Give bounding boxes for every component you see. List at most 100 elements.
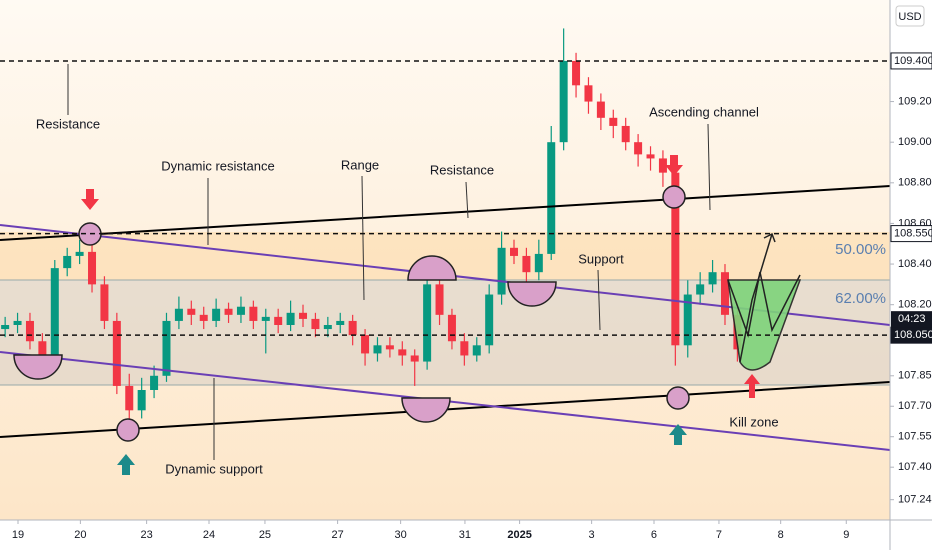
y-tick-label: 107.850 (898, 370, 932, 382)
candle-body (410, 355, 419, 362)
candle-body (447, 314, 456, 342)
currency: USD (898, 11, 921, 23)
candle-body (696, 284, 705, 295)
candle-body (13, 320, 22, 325)
level-label: 109.400 (894, 55, 932, 67)
arrow-up (669, 424, 687, 445)
time-axis (0, 520, 890, 550)
y-tick-label: 109.200 (898, 95, 932, 107)
candle-body (336, 320, 345, 325)
candle-body (274, 316, 283, 325)
candle-body (137, 390, 146, 411)
candle-body (634, 142, 643, 155)
x-tick-label: 20 (74, 529, 86, 541)
candles (1, 28, 742, 427)
currency-box (895, 5, 925, 27)
candle-body (112, 320, 121, 386)
candle-body (125, 385, 134, 411)
x-tick-label: 23 (140, 529, 152, 541)
candle-body (584, 85, 593, 102)
y-tick-label: 108.200 (898, 299, 932, 311)
arrow-up (744, 374, 760, 398)
level-label: 108.050 (894, 329, 932, 341)
candle-body (212, 308, 221, 321)
annotation: Resistance (430, 162, 494, 177)
candle-body (572, 60, 581, 86)
arrow-down (81, 189, 99, 210)
candle-body (348, 320, 357, 336)
x-tick-label: 27 (331, 529, 343, 541)
x-tick-label: 9 (843, 529, 849, 541)
level-label: 108.550 (894, 228, 932, 240)
candle-body (485, 294, 494, 346)
candle-body (435, 284, 444, 315)
y-tick-label: 107.700 (898, 400, 932, 412)
candle-body (621, 125, 630, 143)
candle-body (720, 272, 729, 315)
y-tick-label: 108.400 (898, 258, 932, 270)
candle-body (609, 117, 618, 126)
countdown: 04:23 (898, 313, 926, 325)
x-tick-label: 30 (395, 529, 407, 541)
candle-body (671, 172, 680, 346)
candle-body (559, 60, 568, 143)
candle-body (150, 375, 159, 390)
arrow-head (763, 232, 776, 243)
level-box (890, 225, 932, 243)
semicircle (401, 397, 451, 423)
candle-body (460, 341, 469, 356)
x-tick-label: 2025 (507, 529, 531, 541)
annotation: Ascending channel (649, 104, 759, 119)
candle-body (88, 251, 97, 285)
y-tick-label: 108.800 (898, 177, 932, 189)
x-tick-label: 31 (459, 529, 471, 541)
candle-body (75, 251, 84, 256)
y-tick-label: 109.000 (898, 136, 932, 148)
y-tick-label: 107.240 (898, 494, 932, 506)
x-tick-label: 6 (651, 529, 657, 541)
candle-body (646, 154, 655, 159)
circle (116, 418, 140, 442)
annotation: Dynamic resistance (161, 158, 274, 173)
candle-body (38, 341, 47, 356)
y-tick-label: 107.550 (898, 431, 932, 443)
candle-body (286, 312, 295, 325)
callout (465, 181, 469, 219)
candle-body (658, 158, 667, 173)
markers (13, 185, 690, 442)
callout (361, 175, 365, 301)
kill-zone-shape (727, 279, 802, 371)
x-tick-label: 8 (778, 529, 784, 541)
annotation: Support (578, 251, 624, 266)
callouts (67, 64, 711, 460)
candle-body (472, 345, 481, 356)
x-tick-label: 19 (12, 529, 24, 541)
candle-body (299, 312, 308, 319)
candle-body (25, 320, 34, 342)
annotation: Range (341, 157, 379, 172)
candle-body (224, 308, 233, 315)
candle-body (596, 101, 605, 118)
candle-body (547, 142, 556, 254)
candle-body (373, 345, 382, 354)
callout (597, 269, 601, 331)
candle-body (385, 345, 394, 350)
semicircle (407, 255, 457, 281)
price-axis (890, 0, 932, 550)
candle-body (683, 294, 692, 346)
circle (666, 386, 690, 410)
candle-body (174, 308, 183, 321)
level-box (890, 52, 932, 70)
annotation: Kill zone (729, 414, 778, 429)
annotation: Dynamic support (165, 461, 263, 476)
candle-body (249, 306, 258, 321)
callout (707, 123, 711, 211)
fib-label: 62.00% (835, 290, 886, 307)
y-tick-label: 107.400 (898, 461, 932, 473)
candle-body (497, 247, 506, 295)
candle-body (534, 253, 543, 273)
candle-body (361, 335, 370, 354)
arrow-down (665, 155, 683, 176)
candle-body (311, 318, 320, 330)
